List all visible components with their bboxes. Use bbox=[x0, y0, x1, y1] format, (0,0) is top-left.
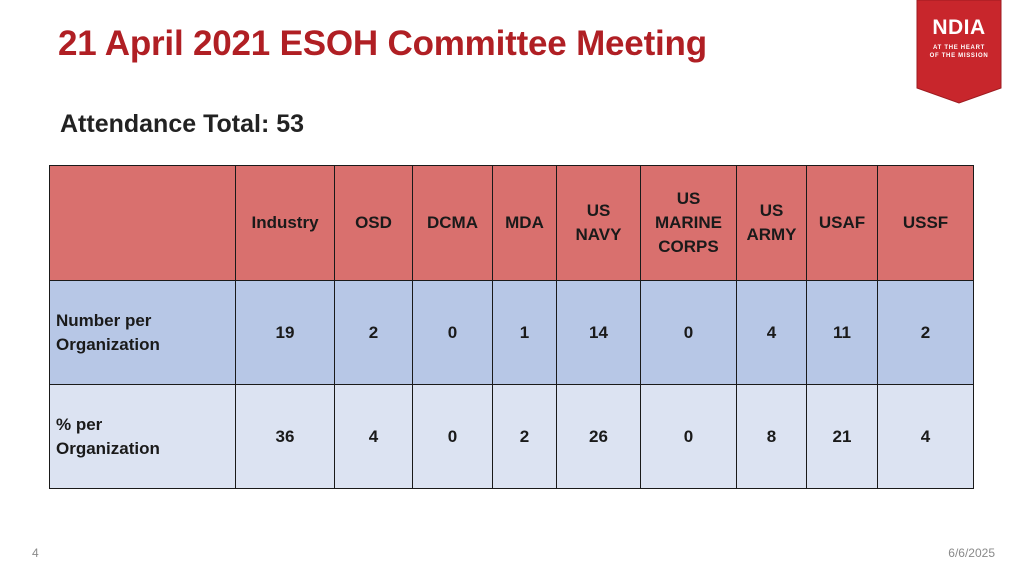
table-cell: 2 bbox=[877, 280, 974, 385]
table-cell: 0 bbox=[640, 384, 737, 489]
table-cell: 0 bbox=[412, 280, 493, 385]
attendance-table: Industry OSD DCMA MDA US NAVY US MARINE … bbox=[49, 165, 974, 489]
table-header-row: Industry OSD DCMA MDA US NAVY US MARINE … bbox=[49, 165, 974, 281]
table-cell: 19 bbox=[235, 280, 335, 385]
column-header: MDA bbox=[492, 165, 557, 281]
column-header: DCMA bbox=[412, 165, 493, 281]
logo-tagline-2: OF THE MISSION bbox=[929, 53, 989, 59]
column-header: US ARMY bbox=[736, 165, 807, 281]
table-cell: 4 bbox=[877, 384, 974, 489]
attendance-total: Attendance Total: 53 bbox=[60, 110, 305, 138]
table-cell: 4 bbox=[736, 280, 807, 385]
column-header: USAF bbox=[806, 165, 878, 281]
table-cell: 8 bbox=[736, 384, 807, 489]
ndia-logo: NDIA AT THE HEART OF THE MISSION bbox=[916, 0, 1002, 104]
row-label: % per Organization bbox=[49, 384, 236, 489]
table-cell: 36 bbox=[235, 384, 335, 489]
slide-date: 6/6/2025 bbox=[948, 546, 995, 560]
table-cell: 11 bbox=[806, 280, 878, 385]
table-cell: 0 bbox=[640, 280, 737, 385]
logo-tagline-1: AT THE HEART bbox=[933, 45, 985, 51]
table-row-number: Number per Organization 19 2 0 1 14 0 4 … bbox=[49, 280, 974, 385]
column-header: US MARINE CORPS bbox=[640, 165, 737, 281]
column-header: Industry bbox=[235, 165, 335, 281]
logo-shield-icon bbox=[916, 0, 1002, 104]
table-cell: 1 bbox=[492, 280, 557, 385]
row-label: Number per Organization bbox=[49, 280, 236, 385]
table-cell: 0 bbox=[412, 384, 493, 489]
table-cell: 4 bbox=[334, 384, 413, 489]
page-number: 4 bbox=[32, 546, 39, 560]
logo-name: NDIA bbox=[932, 16, 986, 39]
table-cell: 21 bbox=[806, 384, 878, 489]
column-header: US NAVY bbox=[556, 165, 641, 281]
slide-title: 21 April 2021 ESOH Committee Meeting bbox=[58, 24, 707, 63]
table-cell: 14 bbox=[556, 280, 641, 385]
table-cell: 26 bbox=[556, 384, 641, 489]
column-header: USSF bbox=[877, 165, 974, 281]
header-corner-cell bbox=[49, 165, 236, 281]
column-header: OSD bbox=[334, 165, 413, 281]
table-cell: 2 bbox=[492, 384, 557, 489]
table-cell: 2 bbox=[334, 280, 413, 385]
table-row-percent: % per Organization 36 4 0 2 26 0 8 21 4 bbox=[49, 384, 974, 489]
